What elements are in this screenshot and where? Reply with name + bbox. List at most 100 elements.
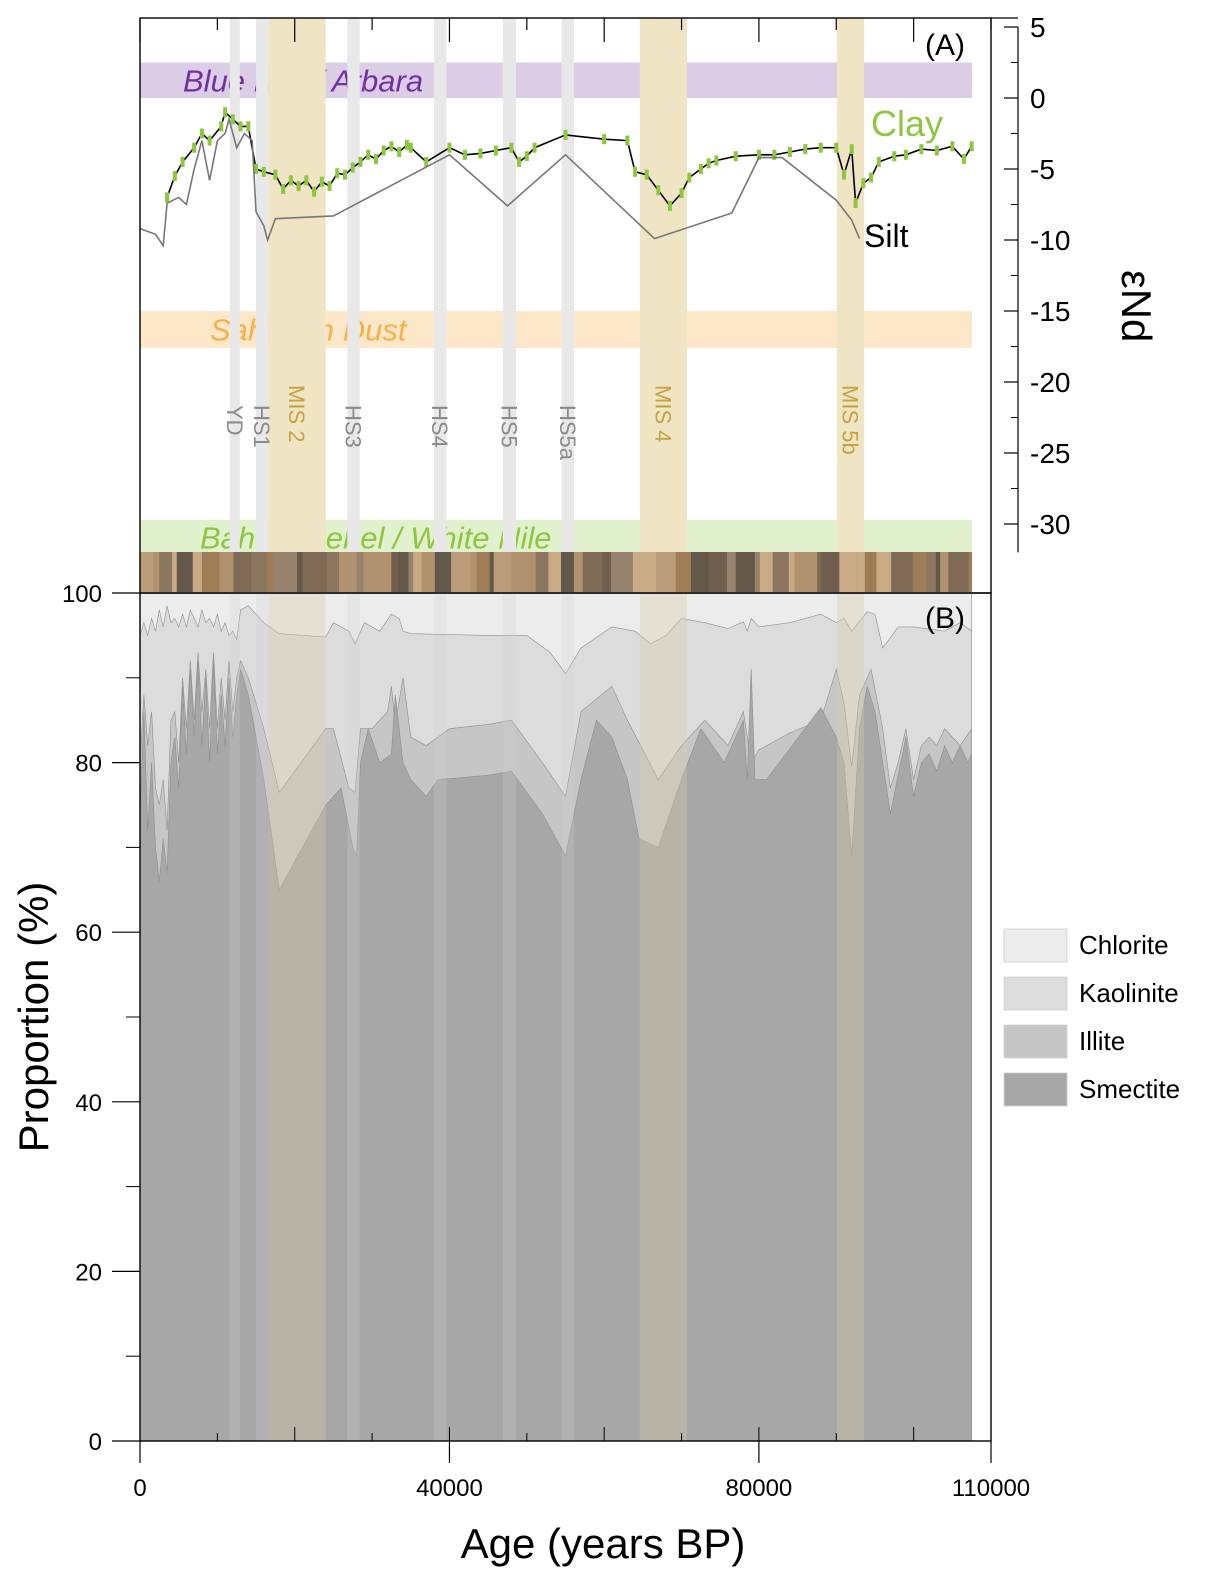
core-strip-segment (413, 552, 422, 592)
core-strip-segment (391, 552, 398, 592)
event-band-b-hs5 (502, 593, 516, 1441)
event-label-mis-4: MIS 4 (650, 385, 675, 442)
core-strip-segment (363, 552, 377, 592)
event-band-a-hs5a (561, 18, 575, 553)
legend: Chlorite Kaolinite Illite Smectite (1003, 928, 1180, 1107)
core-strip-segment (691, 552, 702, 592)
event-label-hs3: HS3 (341, 405, 366, 448)
clay-point (903, 149, 908, 160)
core-strip-segment (912, 552, 927, 592)
legend-label-smectite: Smectite (1079, 1074, 1180, 1104)
clay-point (969, 141, 974, 152)
clay-point (849, 144, 854, 155)
event-band-overlays-b (229, 593, 865, 1441)
core-strip-segment (940, 552, 949, 592)
core-strip-segment (470, 552, 477, 592)
enD-tick-label: 5 (1030, 12, 1046, 43)
core-strip-segment (172, 552, 177, 592)
core-strip-segment (864, 552, 872, 592)
legend-swatch-illite (1003, 1024, 1068, 1059)
clay-point (892, 151, 897, 162)
axes: 5 0 -5 -10 -15 -20 -25 -30 εNd 0 20 40 60 80 100 Propor… (10, 12, 1160, 1567)
clay-point (296, 181, 301, 192)
line-silt (139, 116, 861, 249)
enD-tick-label: -30 (1030, 509, 1070, 540)
core-strip-segment (356, 552, 364, 592)
clay-point (532, 142, 537, 153)
event-label-hs4: HS4 (427, 405, 452, 448)
clay-point (625, 135, 630, 146)
clay-point (246, 121, 251, 132)
core-strip-segment (839, 552, 857, 592)
core-strip-segment (632, 552, 657, 592)
core-strip-segment (408, 552, 414, 592)
clay-point (254, 164, 259, 174)
core-strip-segment (561, 552, 574, 592)
clay-point (381, 145, 386, 156)
core-strip-segment (493, 552, 512, 592)
event-bands-a (229, 18, 865, 553)
enD-tick-label: -20 (1030, 367, 1070, 398)
clay-point (447, 142, 452, 153)
enD-axis-title: εNd (1113, 270, 1160, 342)
y-tick-label: 80 (75, 751, 102, 778)
core-strip-segment (820, 552, 840, 592)
core-strip-segment (339, 552, 357, 592)
event-band-b-hs1 (256, 593, 269, 1441)
event-band-b-mis-5b (837, 593, 865, 1441)
core-strip-segment (153, 552, 160, 592)
event-band-b-hs4 (433, 593, 447, 1441)
event-label-hs5: HS5 (496, 405, 521, 448)
clay-point (756, 149, 761, 160)
clay-point (165, 192, 170, 203)
clay-point (706, 158, 711, 169)
x-tick-label: 40000 (416, 1475, 483, 1502)
core-strip-segment (233, 552, 252, 592)
clay-point (861, 178, 866, 189)
clay-point (281, 183, 286, 194)
core-strip-segment (397, 552, 409, 592)
clay-point (687, 172, 692, 183)
clay-point (424, 156, 429, 167)
event-band-a-mis-5b (837, 18, 865, 553)
core-strip-segment (535, 552, 549, 592)
clay-point (934, 145, 939, 156)
annotation-silt: Silt (864, 218, 909, 254)
core-photo-strip (140, 552, 972, 592)
event-band-b-mis-4 (639, 593, 687, 1441)
core-strip-segment (759, 552, 773, 592)
core-strip-segment (573, 552, 583, 592)
enD-tick-label: -25 (1030, 438, 1070, 469)
core-strip-segment (817, 552, 821, 592)
core-strip-segment (251, 552, 267, 592)
core-strip-segment (754, 552, 760, 592)
core-strip-segment (176, 552, 193, 592)
event-band-b-hs3 (347, 593, 360, 1441)
clay-point (199, 128, 204, 139)
clay-point (524, 151, 529, 162)
clay-point (667, 200, 672, 211)
legend-swatch-kaolinite (1003, 976, 1068, 1011)
core-strip-segment (192, 552, 203, 592)
core-strip-segment (159, 552, 173, 592)
clay-point (633, 166, 638, 177)
panel-a-label: (A) (925, 29, 965, 62)
y-axis-title: Proportion (%) (10, 882, 57, 1153)
core-strip-segment (602, 552, 612, 592)
clay-point (478, 148, 483, 159)
core-strip-segment (376, 552, 392, 592)
clay-point (304, 175, 309, 186)
core-strip-segment (926, 552, 936, 592)
clay-point (180, 156, 185, 167)
core-strip-segment (297, 552, 303, 592)
y-tick-label: 40 (75, 1090, 102, 1117)
event-band-b-mis-2 (268, 593, 326, 1441)
clay-point (462, 149, 467, 160)
core-strip-segment (856, 552, 865, 592)
event-labels: YD HS1 MIS 2 HS3 HS4 HS5 HS5a MIS 4 MIS 5b (222, 385, 863, 461)
core-strip-segment (876, 552, 892, 592)
clay-point (869, 172, 874, 183)
clay-point (787, 146, 792, 157)
event-label-hs1: HS1 (249, 405, 274, 448)
